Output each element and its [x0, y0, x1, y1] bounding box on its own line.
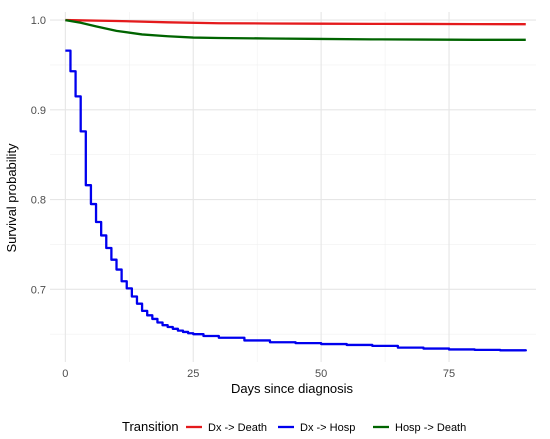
legend-item: Hosp -> Death — [373, 422, 466, 434]
x-axis-ticks: 0 25 50 75 — [62, 368, 455, 380]
gridlines — [50, 12, 536, 362]
series-line-hosp-death — [65, 18, 526, 41]
series-lines — [65, 18, 527, 352]
y-tick-label: 0.9 — [31, 105, 46, 117]
series-line-dx-death — [65, 18, 526, 26]
x-tick-label: 75 — [443, 368, 455, 380]
y-axis-ticks: 0.7 0.8 0.9 1.0 — [31, 15, 46, 296]
y-axis-title: Survival probability — [4, 143, 19, 253]
x-tick-label: 25 — [187, 368, 199, 380]
legend-item: Dx -> Hosp — [278, 422, 355, 434]
legend-items: Dx -> Death Dx -> Hosp Hosp -> Death — [186, 422, 466, 434]
y-tick-label: 0.7 — [31, 284, 46, 296]
x-tick-label: 0 — [62, 368, 68, 380]
y-tick-label: 0.8 — [31, 195, 46, 207]
x-axis-title: Days since diagnosis — [231, 381, 354, 396]
legend-title: Transition — [122, 419, 179, 434]
series-line-dx-hosp — [65, 49, 527, 352]
y-tick-label: 1.0 — [31, 15, 46, 27]
legend-item: Dx -> Death — [186, 422, 267, 434]
legend-label: Hosp -> Death — [395, 422, 466, 434]
x-tick-label: 50 — [315, 368, 327, 380]
legend: Transition Dx -> Death Dx -> Hosp Hosp -> … — [122, 419, 466, 434]
legend-label: Dx -> Hosp — [300, 422, 355, 434]
legend-label: Dx -> Death — [208, 422, 267, 434]
